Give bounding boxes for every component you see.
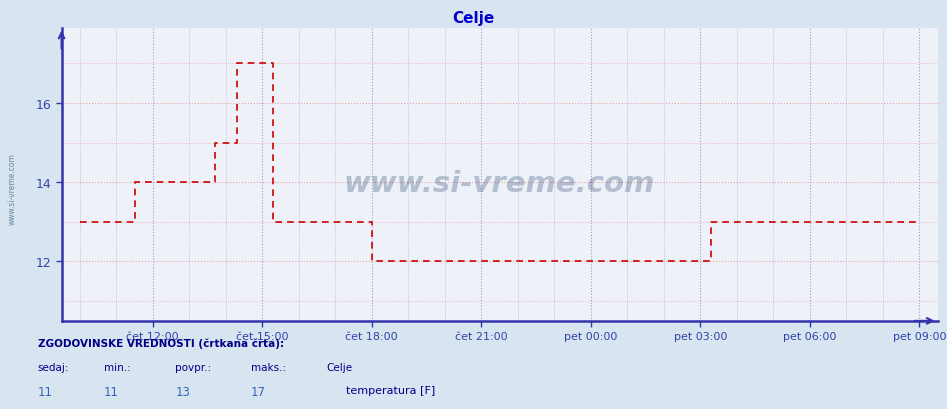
Text: temperatura [F]: temperatura [F] xyxy=(346,385,435,395)
Text: 11: 11 xyxy=(38,385,53,398)
Text: min.:: min.: xyxy=(104,362,131,372)
Text: sedaj:: sedaj: xyxy=(38,362,69,372)
Text: www.si-vreme.com: www.si-vreme.com xyxy=(8,152,17,224)
Text: 13: 13 xyxy=(175,385,190,398)
Text: Celje: Celje xyxy=(453,11,494,27)
Text: ZGODOVINSKE VREDNOSTI (črtkana črta):: ZGODOVINSKE VREDNOSTI (črtkana črta): xyxy=(38,337,284,348)
Text: 11: 11 xyxy=(104,385,119,398)
Text: www.si-vreme.com: www.si-vreme.com xyxy=(344,170,655,198)
Text: 17: 17 xyxy=(251,385,266,398)
Text: Celje: Celje xyxy=(327,362,353,372)
Text: povpr.:: povpr.: xyxy=(175,362,211,372)
Text: maks.:: maks.: xyxy=(251,362,286,372)
